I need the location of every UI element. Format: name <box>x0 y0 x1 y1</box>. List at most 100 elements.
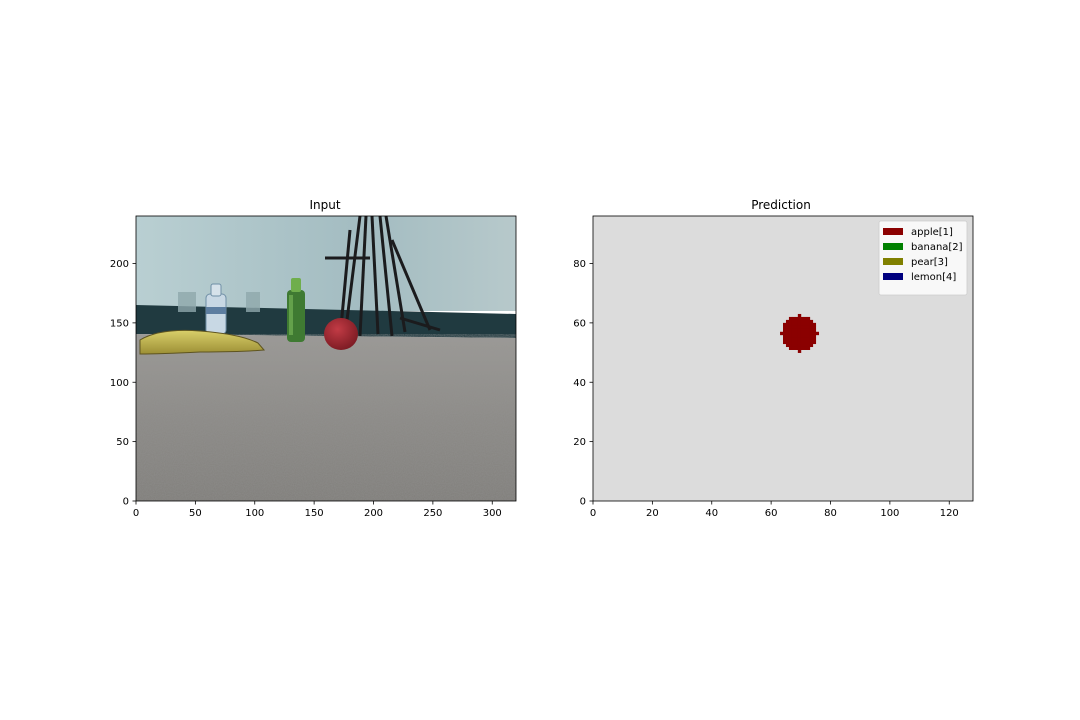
region-pixel-apple[1] <box>791 325 796 330</box>
prediction-ytick-label: 80 <box>573 259 586 270</box>
region-pixel-apple[1] <box>797 349 802 353</box>
region-pixel-apple[1] <box>800 346 805 350</box>
input-xtick-label: 0 <box>133 508 139 519</box>
region-pixel-apple[1] <box>803 337 808 342</box>
legend-swatch <box>883 228 903 235</box>
legend-label: banana[2] <box>911 242 963 253</box>
prediction-ytick-label: 20 <box>573 437 586 448</box>
region-pixel-apple[1] <box>800 316 805 321</box>
region-pixel-apple[1] <box>809 328 814 333</box>
legend-label: lemon[4] <box>911 272 956 283</box>
region-pixel-apple[1] <box>803 346 808 350</box>
region-pixel-apple[1] <box>785 331 790 336</box>
region-pixel-apple[1] <box>794 337 799 342</box>
region-pixel-apple[1] <box>797 346 802 350</box>
region-pixel-apple[1] <box>797 322 802 327</box>
region-pixel-apple[1] <box>785 334 790 339</box>
prediction-xtick-label: 120 <box>940 508 959 519</box>
region-pixel-apple[1] <box>797 328 802 333</box>
region-pixel-apple[1] <box>809 343 814 348</box>
region-pixel-apple[1] <box>809 322 814 327</box>
scene-baseboard <box>136 305 516 338</box>
region-pixel-apple[1] <box>788 331 793 336</box>
region-pixel-apple[1] <box>794 343 799 348</box>
region-pixel-apple[1] <box>809 319 814 324</box>
scene-shadow <box>246 292 260 312</box>
region-pixel-apple[1] <box>800 322 805 327</box>
region-pixel-apple[1] <box>812 337 817 342</box>
region-pixel-apple[1] <box>800 331 805 336</box>
region-pixel-apple[1] <box>783 340 787 345</box>
prediction-title: Prediction <box>751 198 811 212</box>
scene-tripod <box>325 216 441 339</box>
region-pixel-apple[1] <box>806 325 811 330</box>
region-pixel-apple[1] <box>791 331 796 336</box>
region-pixel-apple[1] <box>791 334 796 339</box>
region-pixel-apple[1] <box>785 328 790 333</box>
input-xtick-label: 300 <box>483 508 502 519</box>
region-pixel-apple[1] <box>785 322 790 327</box>
region-pixel-apple[1] <box>794 334 799 339</box>
prediction-xtick-label: 0 <box>590 508 596 519</box>
region-pixel-apple[1] <box>785 337 790 342</box>
region-pixel-apple[1] <box>791 322 796 327</box>
region-pixel-apple[1] <box>800 337 805 342</box>
region-pixel-apple[1] <box>803 334 808 339</box>
region-pixel-apple[1] <box>794 322 799 327</box>
region-pixel-apple[1] <box>806 331 811 336</box>
prediction-ytick-label: 60 <box>573 318 586 329</box>
region-pixel-apple[1] <box>803 316 808 321</box>
region-pixel-apple[1] <box>797 319 802 324</box>
region-pixel-apple[1] <box>806 319 811 324</box>
region-pixel-apple[1] <box>794 325 799 330</box>
region-pixel-apple[1] <box>794 346 799 350</box>
region-pixel-apple[1] <box>794 331 799 336</box>
input-ytick-label: 200 <box>110 259 129 270</box>
prediction-frame <box>592 215 974 502</box>
region-pixel-apple[1] <box>788 328 793 333</box>
region-pixel-apple[1] <box>788 337 793 342</box>
scene-green-bottle <box>287 278 305 342</box>
legend-swatch <box>883 243 903 250</box>
region-pixel-apple[1] <box>800 343 805 348</box>
region-pixel-apple[1] <box>812 331 817 336</box>
legend-label: apple[1] <box>911 227 953 238</box>
scene-apple <box>324 318 358 350</box>
input-image <box>136 216 516 501</box>
region-pixel-apple[1] <box>783 337 787 342</box>
region-pixel-apple[1] <box>783 334 787 339</box>
region-pixel-apple[1] <box>806 322 811 327</box>
input-xtick-label: 50 <box>189 508 202 519</box>
region-pixel-apple[1] <box>809 340 814 345</box>
region-pixel-apple[1] <box>797 331 802 336</box>
prediction-xtick-label: 80 <box>824 508 837 519</box>
region-pixel-apple[1] <box>785 340 790 345</box>
region-pixel-apple[1] <box>791 337 796 342</box>
region-pixel-apple[1] <box>800 340 805 345</box>
region-pixel-apple[1] <box>803 319 808 324</box>
region-pixel-apple[1] <box>788 343 793 348</box>
region-pixel-apple[1] <box>809 334 814 339</box>
region-pixel-apple[1] <box>783 331 787 336</box>
region-pixel-apple[1] <box>797 334 802 339</box>
prediction-ytick-label: 40 <box>573 378 586 389</box>
region-pixel-apple[1] <box>812 325 817 330</box>
input-frame <box>135 215 517 502</box>
region-pixel-apple[1] <box>815 331 820 336</box>
region-pixel-apple[1] <box>794 319 799 324</box>
input-ytick-label: 50 <box>116 437 129 448</box>
region-pixel-apple[1] <box>788 325 793 330</box>
region-pixel-apple[1] <box>788 322 793 327</box>
region-pixel-apple[1] <box>791 346 796 350</box>
region-pixel-apple[1] <box>791 343 796 348</box>
region-pixel-apple[1] <box>797 340 802 345</box>
region-pixel-apple[1] <box>809 331 814 336</box>
region-pixel-apple[1] <box>800 325 805 330</box>
region-pixel-apple[1] <box>803 322 808 327</box>
region-pixel-apple[1] <box>797 313 802 318</box>
region-pixel-apple[1] <box>788 316 793 321</box>
input-xtick-label: 250 <box>423 508 442 519</box>
region-pixel-apple[1] <box>785 343 790 348</box>
region-pixel-apple[1] <box>791 316 796 321</box>
